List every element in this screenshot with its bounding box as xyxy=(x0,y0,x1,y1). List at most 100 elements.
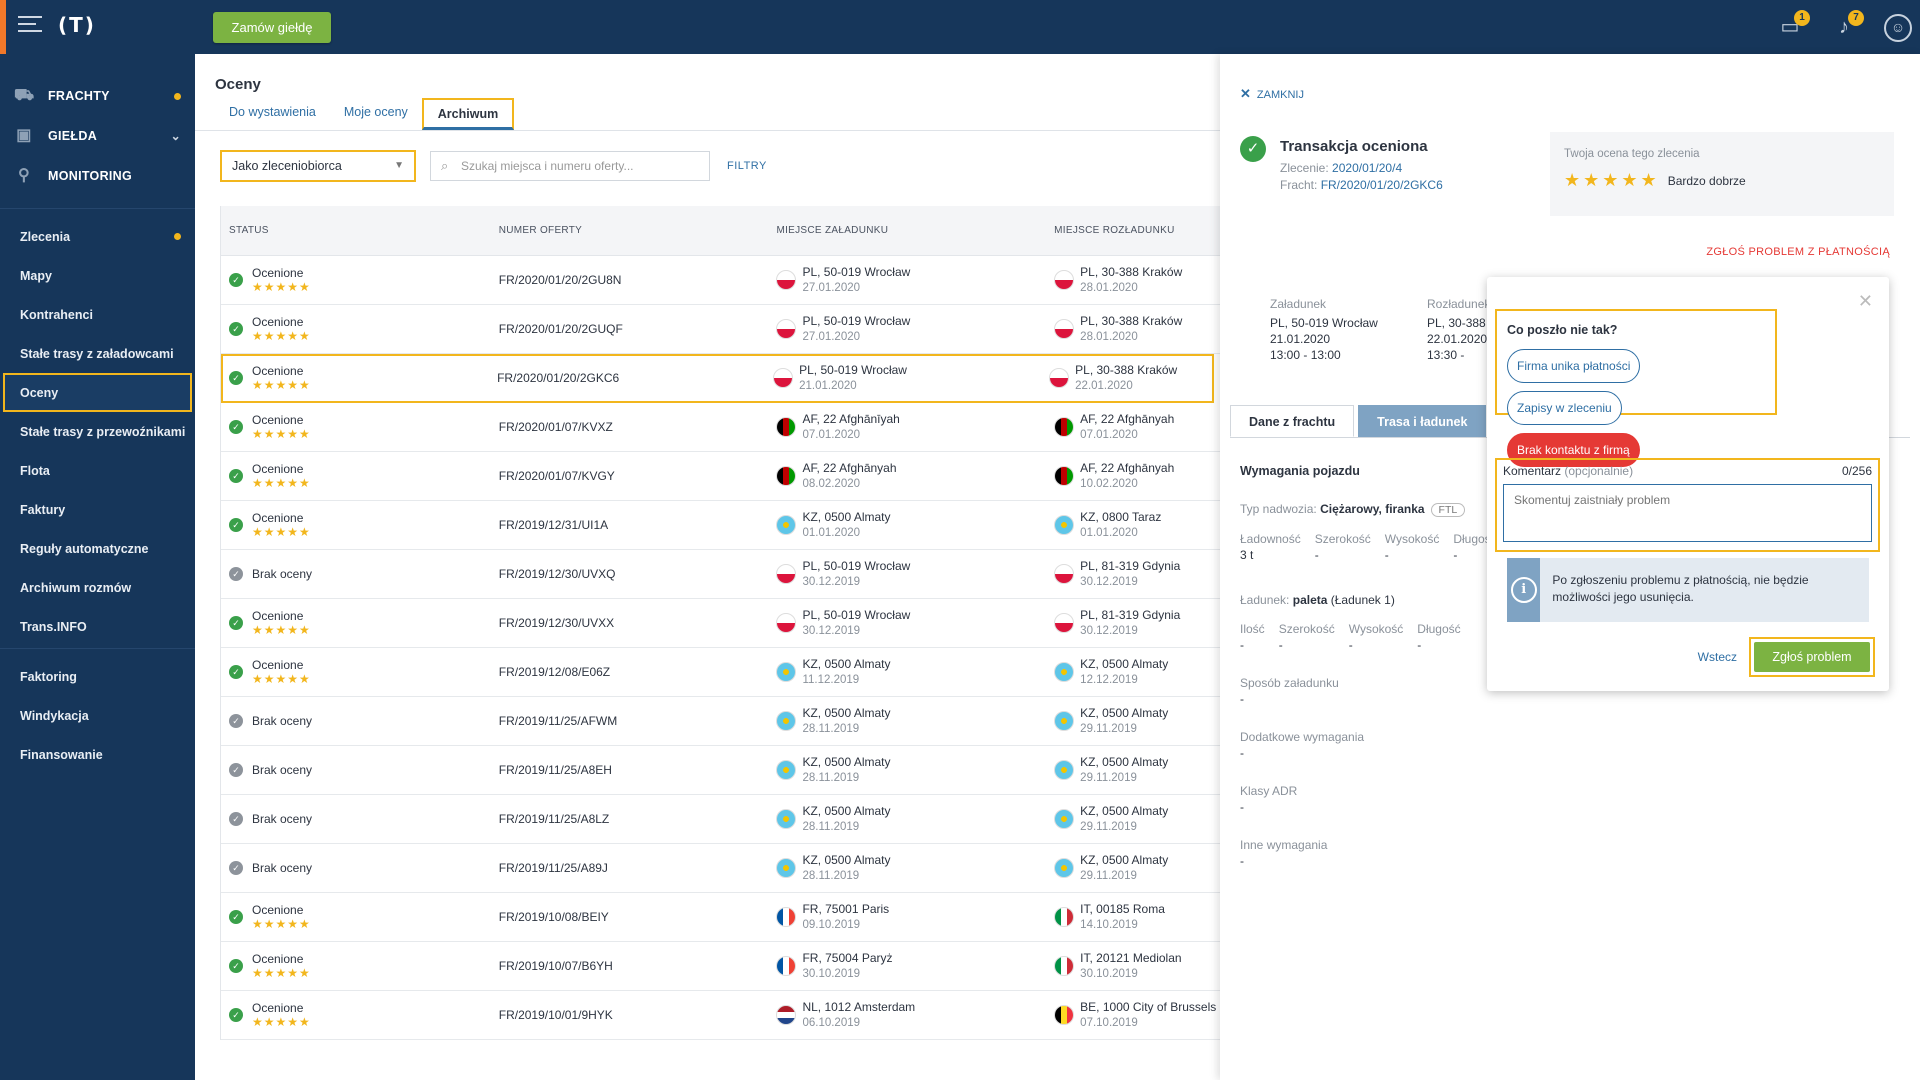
table-row[interactable]: ✓ Ocenione ★★★★★ FR/2019/10/08/BEIY FR, 75… xyxy=(221,893,1220,942)
ftl-badge: FTL xyxy=(1430,503,1466,517)
sidebar-item[interactable]: Zlecenia xyxy=(0,217,195,256)
status-text: Ocenione xyxy=(252,609,304,623)
menu-icon[interactable] xyxy=(18,16,42,36)
load-date: 06.10.2019 xyxy=(802,1017,861,1029)
bell-icon[interactable]: ♪ 7 xyxy=(1830,10,1864,42)
sidebar-item[interactable]: Archiwum rozmów xyxy=(0,568,195,607)
freight-link[interactable]: FR/2020/01/20/2GKC6 xyxy=(1320,178,1443,192)
table-row[interactable]: ✓ Ocenione ★★★★★ FR/2019/10/01/9HYK NL, 10… xyxy=(221,991,1220,1040)
sidebar-item[interactable]: Finansowanie xyxy=(0,735,195,774)
rating-stars: ★★★★★ xyxy=(252,525,311,539)
report-payment-problem-link[interactable]: ZGŁOŚ PROBLEM Z PŁATNOŚCIĄ xyxy=(1706,246,1890,258)
flag-icon xyxy=(1054,907,1075,927)
table-row[interactable]: ✓ Ocenione ★★★★★ FR/2019/12/30/UVXX PL, 50… xyxy=(221,599,1220,648)
tab-my-ratings[interactable]: Moje oceny xyxy=(343,105,408,119)
sidebar-item[interactable]: Windykacja xyxy=(0,696,195,735)
flag-icon xyxy=(776,564,797,584)
unload-place: PL, 81-319 Gdynia xyxy=(1080,608,1181,622)
option-no-contact[interactable]: Brak kontaktu z firmą xyxy=(1507,433,1640,467)
nav-frachty[interactable]: ⛟ FRACHTY xyxy=(0,76,195,116)
table-row[interactable]: ✓ Brak oceny FR/2019/11/25/A8EH KZ, 0500 … xyxy=(221,746,1220,795)
sidebar-item[interactable]: Faktoring xyxy=(0,657,195,696)
status-text: Brak oceny xyxy=(252,861,313,875)
search-input[interactable]: ⌕ Szukaj miejsca i numeru oferty... xyxy=(430,151,710,181)
messages-icon[interactable]: ▭ 1 xyxy=(1776,10,1810,42)
sidebar-item[interactable]: Reguły automatyczne xyxy=(0,529,195,568)
flag-icon xyxy=(776,270,797,290)
col-unload[interactable]: MIEJSCE ROZŁADUNKU xyxy=(1054,225,1175,236)
order-link[interactable]: 2020/01/20/4 xyxy=(1332,161,1403,175)
nav-monitoring[interactable]: ⚲ MONITORING xyxy=(0,156,195,196)
sidebar-item[interactable]: Faktury xyxy=(0,490,195,529)
check-circle-icon: ✓ xyxy=(229,469,243,483)
tab-freight-data[interactable]: Dane z frachtu xyxy=(1230,405,1355,437)
nav-giełda[interactable]: ▣ GIEŁDA ⌄ xyxy=(0,116,195,156)
option-avoids-payment[interactable]: Firma unika płatności xyxy=(1507,349,1641,383)
col-offer[interactable]: NUMER OFERTY xyxy=(498,225,583,236)
flag-icon xyxy=(776,466,797,486)
filters-link[interactable]: FILTRY xyxy=(727,160,767,172)
user-avatar-icon[interactable]: ☺ xyxy=(1884,14,1912,42)
sidebar-item[interactable]: Trans.INFO xyxy=(0,607,195,646)
order-label: Zlecenie: xyxy=(1280,161,1329,175)
sidebar-item[interactable]: Kontrahenci xyxy=(0,295,195,334)
table-row[interactable]: ✓ Ocenione ★★★★★ FR/2020/01/20/2GU8N PL, 5… xyxy=(221,256,1220,305)
table-row[interactable]: ✓ Ocenione ★★★★★ FR/2020/01/07/KVGY AF, 22… xyxy=(221,452,1220,501)
table-row[interactable]: ✓ Brak oceny FR/2019/11/25/A89J KZ, 0500 … xyxy=(221,844,1220,893)
sidebar-item[interactable]: Stałe trasy z załadowcami xyxy=(0,334,195,373)
table-row[interactable]: ✓ Brak oceny FR/2019/11/25/A8LZ KZ, 0500 … xyxy=(221,795,1220,844)
your-rating-label: Twoja ocena tego zlecenia xyxy=(1564,148,1700,160)
close-icon[interactable]: ✕ xyxy=(1857,291,1873,311)
logo[interactable]: (T) xyxy=(58,13,96,37)
table-row[interactable]: ✓ Brak oceny FR/2019/12/30/UVXQ PL, 50-01… xyxy=(221,550,1220,599)
sidebar-item[interactable]: Flota xyxy=(0,451,195,490)
sidebar-item-label: Stałe trasy z załadowcami xyxy=(20,346,174,361)
sidebar: ⛟ FRACHTY ▣ GIEŁDA ⌄ ⚲ MONITORING Zlecenia Mapy… xyxy=(0,54,195,1080)
flag-icon xyxy=(1054,760,1075,780)
spec-value: - xyxy=(1348,638,1353,652)
status-text: Ocenione xyxy=(252,413,304,427)
tab-route-cargo[interactable]: Trasa i ładunek xyxy=(1358,405,1487,437)
table-row[interactable]: ✓ Ocenione ★★★★★ FR/2019/12/31/UI1A KZ, 05… xyxy=(221,501,1220,550)
table-row[interactable]: ✓ Ocenione ★★★★★ FR/2019/10/07/B6YH FR, 75… xyxy=(221,942,1220,991)
sidebar-item[interactable]: Stałe trasy z przewoźnikami xyxy=(0,412,195,451)
table-row[interactable]: ✓ Ocenione ★★★★★ FR/2019/12/08/E06Z KZ, 05… xyxy=(221,648,1220,697)
close-icon: ✕ xyxy=(1240,86,1251,101)
comment-textarea[interactable] xyxy=(1503,484,1872,542)
sidebar-item[interactable]: Oceny xyxy=(3,373,192,412)
freight-details: Wymagania pojazdu Typ nadwozia: Ciężarow… xyxy=(1240,464,1497,869)
load-place: AF, 22 Afghānīyah xyxy=(802,412,900,426)
table-row[interactable]: ✓ Ocenione ★★★★★ FR/2020/01/20/2GKC6 PL, 5… xyxy=(221,354,1214,403)
table-row[interactable]: ✓ Brak oceny FR/2019/11/25/AFWM KZ, 0500 … xyxy=(221,697,1220,746)
check-circle-icon: ✓ xyxy=(229,665,243,679)
close-panel-button[interactable]: ✕ ZAMKNIJ xyxy=(1240,86,1304,102)
tab-to-issue[interactable]: Do wystawienia xyxy=(229,105,316,119)
offer-number: FR/2019/11/25/A89J xyxy=(498,861,608,875)
offer-number: FR/2020/01/20/2GU8N xyxy=(498,273,622,287)
submit-problem-button[interactable]: Zgłoś problem xyxy=(1754,642,1870,672)
info-icon: i xyxy=(1510,577,1537,603)
rating-stars: ★★★★★ xyxy=(252,427,311,441)
unload-date: 28.01.2020 xyxy=(1080,331,1138,343)
back-button[interactable]: Wstecz xyxy=(1697,650,1737,664)
chevron-down-icon[interactable]: ⌄ xyxy=(170,129,181,143)
spec-value: - xyxy=(1453,548,1458,562)
order-exchange-button[interactable]: Zamów giełdę xyxy=(213,12,331,43)
offer-number: FR/2020/01/07/KVGY xyxy=(498,469,615,483)
unload-date: 07.10.2019 xyxy=(1080,1017,1138,1029)
col-status[interactable]: STATUS xyxy=(229,225,269,236)
table-row[interactable]: ✓ Ocenione ★★★★★ FR/2020/01/07/KVXZ AF, 22… xyxy=(221,403,1220,452)
tab-archive[interactable]: Archiwum xyxy=(421,98,515,130)
sidebar-item[interactable]: Mapy xyxy=(0,256,195,295)
page-title: Oceny xyxy=(215,76,261,93)
load-date: 21.01.2020 xyxy=(1270,332,1331,346)
rated-none-icon: ✓ xyxy=(229,567,243,581)
status-text: Ocenione xyxy=(252,903,304,917)
role-select[interactable]: Jako zleceniobiorca ▼ xyxy=(220,150,416,182)
rating-stars: ★★★★★ xyxy=(252,623,311,637)
requirement-block: Klasy ADR - xyxy=(1240,783,1490,815)
option-order-terms[interactable]: Zapisy w zleceniu xyxy=(1507,391,1622,425)
col-load[interactable]: MIEJSCE ZAŁADUNKU xyxy=(776,225,889,236)
flag-icon xyxy=(1054,466,1075,486)
table-row[interactable]: ✓ Ocenione ★★★★★ FR/2020/01/20/2GUQF PL, 5… xyxy=(221,305,1220,354)
